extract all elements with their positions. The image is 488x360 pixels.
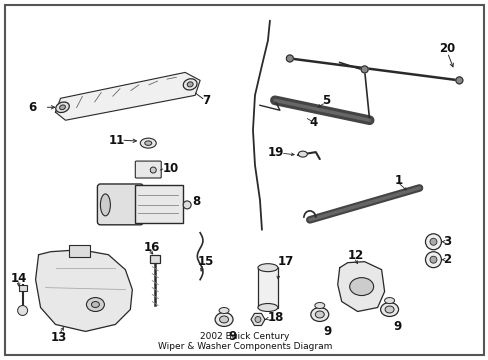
Text: 6: 6	[29, 101, 37, 114]
Ellipse shape	[258, 303, 277, 311]
Bar	[135, 185, 183, 223]
Ellipse shape	[310, 307, 328, 321]
Ellipse shape	[183, 79, 197, 90]
Ellipse shape	[384, 298, 394, 303]
Bar	[68, 245, 90, 257]
Ellipse shape	[183, 201, 191, 209]
Ellipse shape	[100, 194, 110, 216]
Text: 20: 20	[439, 42, 455, 55]
Circle shape	[425, 234, 441, 250]
Ellipse shape	[60, 105, 65, 110]
Bar	[258, 268, 277, 307]
Text: 2: 2	[443, 253, 450, 266]
Bar	[19, 285, 26, 291]
Circle shape	[361, 66, 367, 73]
Circle shape	[254, 316, 261, 323]
Text: 18: 18	[267, 311, 284, 324]
Text: 19: 19	[267, 145, 284, 159]
Text: 9: 9	[323, 325, 331, 338]
Ellipse shape	[349, 278, 373, 296]
Ellipse shape	[140, 138, 156, 148]
FancyBboxPatch shape	[97, 184, 143, 225]
Text: 12: 12	[347, 249, 363, 262]
Polygon shape	[56, 72, 200, 120]
Ellipse shape	[150, 167, 156, 173]
Text: 5: 5	[321, 94, 329, 107]
Text: 13: 13	[50, 331, 67, 344]
Ellipse shape	[219, 316, 228, 323]
Ellipse shape	[219, 307, 228, 314]
Text: 14: 14	[11, 272, 27, 285]
Text: 2002 Buick Century
Wiper & Washer Components Diagram: 2002 Buick Century Wiper & Washer Compon…	[158, 332, 331, 351]
Text: 4: 4	[309, 116, 317, 129]
Polygon shape	[36, 250, 132, 332]
Polygon shape	[337, 262, 384, 311]
FancyBboxPatch shape	[135, 161, 161, 178]
Ellipse shape	[86, 298, 104, 311]
Text: 10: 10	[162, 162, 178, 175]
Circle shape	[429, 256, 436, 263]
Circle shape	[286, 55, 293, 62]
Text: 7: 7	[202, 94, 210, 107]
Ellipse shape	[315, 311, 324, 318]
Text: 8: 8	[192, 195, 200, 208]
Bar	[150, 255, 160, 263]
Ellipse shape	[258, 264, 277, 272]
Text: 11: 11	[108, 134, 124, 147]
Ellipse shape	[380, 302, 398, 316]
Text: 1: 1	[394, 174, 402, 186]
Text: 3: 3	[443, 235, 450, 248]
Ellipse shape	[91, 302, 99, 307]
Circle shape	[429, 238, 436, 245]
Ellipse shape	[314, 302, 324, 309]
Circle shape	[425, 252, 441, 268]
Ellipse shape	[187, 82, 193, 87]
Text: 9: 9	[227, 330, 236, 343]
Text: 17: 17	[277, 255, 294, 268]
Text: 15: 15	[198, 255, 214, 268]
Ellipse shape	[215, 312, 233, 327]
Polygon shape	[250, 314, 264, 325]
Circle shape	[18, 306, 27, 315]
Circle shape	[455, 77, 462, 84]
Ellipse shape	[385, 306, 393, 313]
Ellipse shape	[56, 102, 69, 113]
Text: 16: 16	[143, 241, 160, 254]
Ellipse shape	[298, 151, 306, 157]
Ellipse shape	[144, 141, 151, 145]
Text: 9: 9	[393, 320, 401, 333]
